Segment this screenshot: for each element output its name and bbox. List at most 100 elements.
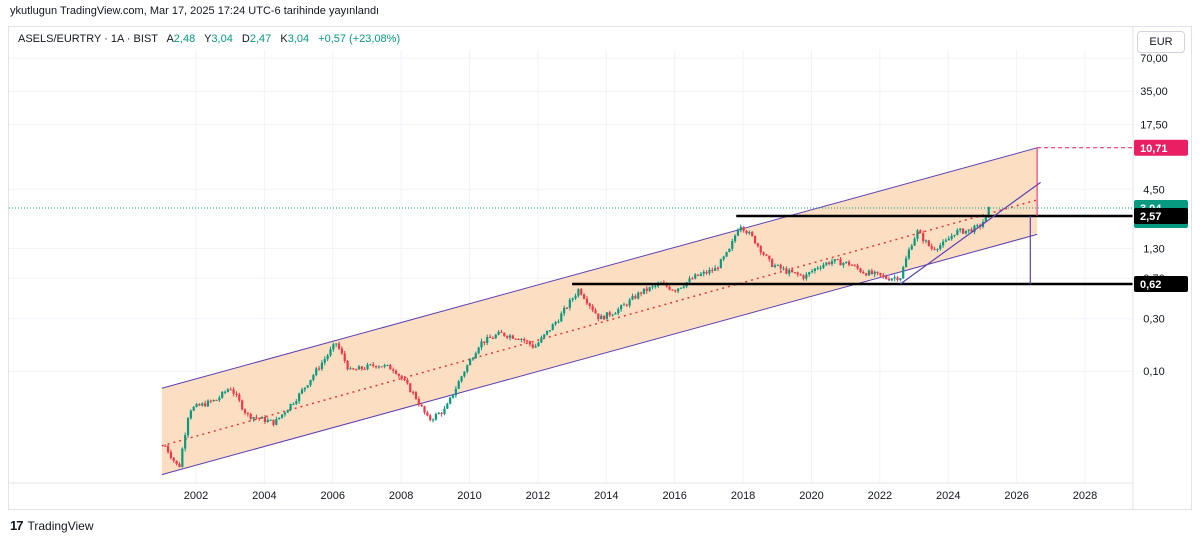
candle-body <box>605 312 608 320</box>
candle-body <box>585 298 589 304</box>
symbol-legend: ASELS/EURTRY · 1A · BIST A2,48 Y3,04 D2,… <box>18 33 400 45</box>
candle-body <box>597 313 600 320</box>
x-tick-label: 2006 <box>321 490 345 502</box>
candle-body <box>238 394 241 401</box>
candle-body <box>329 349 332 356</box>
candle-body <box>560 313 563 322</box>
candle-body <box>847 261 851 265</box>
candles <box>164 206 990 468</box>
candle-body <box>377 366 381 368</box>
candle-body <box>323 359 326 363</box>
candle-body <box>272 419 275 425</box>
channel-upper-line <box>161 147 1038 389</box>
candle-body <box>885 276 888 279</box>
candle-body <box>357 366 361 370</box>
candle-body <box>873 271 876 275</box>
candle-body <box>340 348 343 354</box>
candle-body <box>705 271 708 274</box>
candle-body <box>785 268 788 274</box>
candle-body <box>950 235 953 239</box>
high-label: Y <box>204 33 212 45</box>
candle-body <box>756 243 759 246</box>
candle-body <box>973 225 976 233</box>
candle-body <box>298 393 301 402</box>
candle-body <box>930 246 933 249</box>
candle-body <box>229 389 232 391</box>
candle-body <box>192 406 195 411</box>
candle-body <box>828 262 831 265</box>
candle-body <box>554 322 557 325</box>
candle-body <box>722 256 725 260</box>
candle-body <box>716 267 720 269</box>
candle-body <box>412 392 415 394</box>
x-tick-label: 2028 <box>1073 490 1097 502</box>
candle-body <box>682 286 685 288</box>
candle-body <box>771 259 774 267</box>
candle-body <box>822 264 825 268</box>
candle-body <box>349 368 352 370</box>
candle-body <box>842 262 845 266</box>
candle-body <box>691 278 694 280</box>
candle-body <box>372 364 375 366</box>
candle-body <box>488 336 492 338</box>
candle-body <box>457 381 460 389</box>
candle-body <box>269 419 272 421</box>
candle-body <box>574 295 577 299</box>
candle-body <box>745 230 748 234</box>
y-tick-label: 35,00 <box>1140 86 1168 98</box>
candle-body <box>232 389 235 394</box>
candle-body <box>733 235 737 242</box>
candle-body <box>491 337 495 339</box>
price-label-text: 10,71 <box>1140 143 1168 155</box>
candle-body <box>508 335 512 338</box>
candle-body <box>904 258 908 268</box>
candle-body <box>588 303 591 307</box>
candle-body <box>417 398 420 405</box>
candle-body <box>836 259 839 261</box>
candle-body <box>699 273 703 276</box>
candle-body <box>614 313 617 315</box>
candle-body <box>471 358 475 360</box>
candle-body <box>913 238 916 246</box>
candle-body <box>907 249 911 259</box>
candle-body <box>374 365 378 368</box>
candle-body <box>429 415 432 420</box>
x-tick-label: 2004 <box>252 490 276 502</box>
change-value: +0,57 (+23,08%) <box>318 33 401 45</box>
candle-body <box>674 290 677 292</box>
candle-body <box>870 270 873 275</box>
candle-body <box>517 339 520 341</box>
x-tick-label: 2014 <box>594 490 618 502</box>
candle-body <box>525 340 529 342</box>
candle-body <box>266 419 269 423</box>
candle-body <box>397 373 400 376</box>
candle-body <box>782 268 785 270</box>
candle-body <box>366 364 369 370</box>
candle-body <box>608 312 611 316</box>
candle-body <box>793 272 797 274</box>
candle-body <box>255 417 258 419</box>
candle-body <box>300 389 304 394</box>
channel-lower-line <box>161 233 1038 476</box>
candle-body <box>833 259 836 262</box>
candle-body <box>363 368 366 370</box>
candle-body <box>335 343 338 345</box>
symbol-name[interactable]: ASELS/EURTRY · 1A · BIST <box>18 33 158 45</box>
currency-button[interactable]: EUR <box>1137 31 1185 53</box>
candle-body <box>779 264 782 269</box>
candle-body <box>263 417 267 423</box>
candle-body <box>477 347 480 354</box>
candle-body <box>406 380 409 384</box>
candle-body <box>434 414 438 420</box>
open-value: 2,48 <box>173 33 196 45</box>
candle-body <box>748 231 751 234</box>
candle-body <box>355 369 358 371</box>
candle-body <box>166 445 170 453</box>
chart-frame <box>8 26 1192 510</box>
candle-body <box>215 399 218 401</box>
candle-body <box>426 412 429 416</box>
candle-body <box>751 231 754 236</box>
candle-body <box>463 371 466 377</box>
candle-body <box>679 287 683 289</box>
